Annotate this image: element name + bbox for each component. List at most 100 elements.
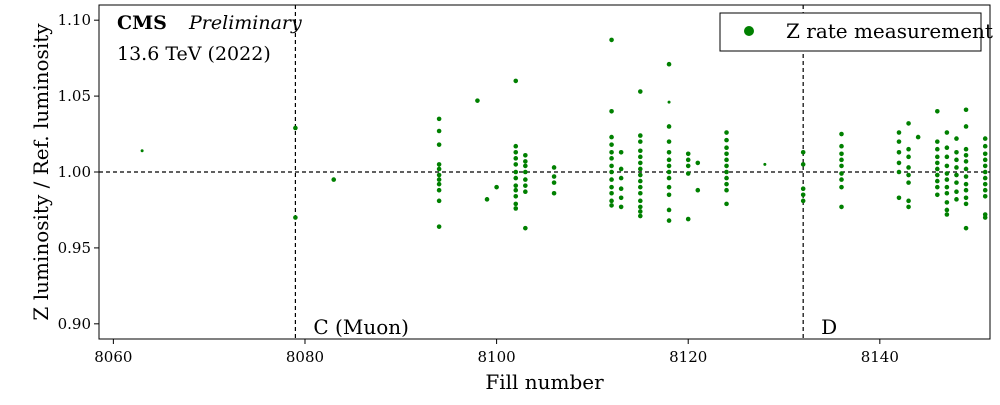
data-point <box>436 116 442 122</box>
data-point <box>954 157 959 163</box>
data-point <box>551 174 557 179</box>
data-point <box>896 149 902 155</box>
data-point <box>724 181 729 187</box>
data-point <box>896 139 902 144</box>
data-point <box>944 177 950 182</box>
data-point <box>638 148 643 154</box>
data-point <box>954 149 959 155</box>
data-point <box>609 134 614 140</box>
data-point <box>906 146 911 152</box>
data-point <box>609 37 614 43</box>
data-point <box>963 124 969 129</box>
data-point <box>638 172 643 178</box>
data-point <box>618 149 624 155</box>
data-point <box>666 157 672 163</box>
data-point <box>963 153 969 158</box>
data-point <box>618 204 624 210</box>
data-point <box>685 171 691 176</box>
data-point <box>685 163 691 169</box>
data-point <box>963 174 969 179</box>
data-point <box>963 187 969 193</box>
data-point <box>695 160 701 166</box>
data-point <box>523 225 528 231</box>
data-point <box>551 190 557 196</box>
data-point <box>724 169 729 175</box>
data-point <box>638 160 643 166</box>
data-point <box>513 78 519 84</box>
data-point <box>982 169 988 175</box>
data-point <box>935 192 940 198</box>
data-point <box>667 100 671 104</box>
data-point <box>915 134 921 140</box>
data-point <box>436 166 442 172</box>
data-point <box>436 162 442 167</box>
data-point <box>944 171 950 176</box>
data-point <box>609 198 614 204</box>
data-point <box>954 136 959 141</box>
data-point <box>436 128 442 134</box>
data-point <box>666 61 672 67</box>
data-point <box>982 215 988 220</box>
data-point <box>839 143 844 149</box>
data-point <box>618 186 624 191</box>
data-point <box>551 180 557 185</box>
data-point <box>638 190 643 196</box>
data-point <box>666 207 672 213</box>
data-point <box>839 184 844 190</box>
data-point <box>839 151 844 157</box>
y-tick-label: 1.00 <box>58 163 91 181</box>
data-point <box>935 166 940 172</box>
data-point <box>963 107 969 113</box>
data-point <box>666 175 672 181</box>
data-point <box>436 142 442 147</box>
data-point <box>944 163 950 169</box>
data-point <box>800 162 806 167</box>
era-label: C (Muon) <box>313 315 409 339</box>
data-point <box>609 177 614 182</box>
data-point <box>513 201 519 207</box>
data-point <box>982 175 988 181</box>
data-point <box>906 180 911 185</box>
data-point <box>484 197 490 202</box>
energy-label: 13.6 TeV (2022) <box>117 43 271 65</box>
x-tick-label: 8140 <box>861 348 899 366</box>
data-point <box>638 139 643 144</box>
data-point <box>436 187 442 193</box>
data-point <box>523 159 528 164</box>
data-point <box>513 143 519 149</box>
data-point <box>724 175 729 181</box>
data-point <box>436 224 442 229</box>
data-point <box>523 169 528 175</box>
data-point <box>724 157 729 163</box>
data-point <box>954 172 959 178</box>
data-point <box>724 201 729 207</box>
data-point <box>963 159 969 164</box>
data-point <box>638 204 643 210</box>
data-point <box>724 187 729 193</box>
data-point <box>800 186 806 191</box>
data-point <box>944 207 950 213</box>
data-point <box>954 180 959 185</box>
data-point <box>513 156 519 161</box>
data-point <box>638 133 643 138</box>
data-point <box>523 183 528 188</box>
data-point <box>935 154 940 160</box>
data-point <box>935 139 940 144</box>
data-point <box>724 130 729 135</box>
data-point <box>982 187 988 193</box>
data-point <box>293 215 298 220</box>
x-tick-label: 8080 <box>286 348 324 366</box>
data-point <box>293 125 298 131</box>
data-point <box>609 190 614 196</box>
data-point <box>944 130 950 135</box>
data-point <box>638 89 643 94</box>
legend-marker <box>744 26 754 36</box>
data-point <box>963 146 969 152</box>
data-point <box>523 189 528 195</box>
data-point <box>666 218 672 223</box>
data-point <box>523 163 528 169</box>
data-point <box>982 157 988 163</box>
data-point <box>638 209 643 214</box>
